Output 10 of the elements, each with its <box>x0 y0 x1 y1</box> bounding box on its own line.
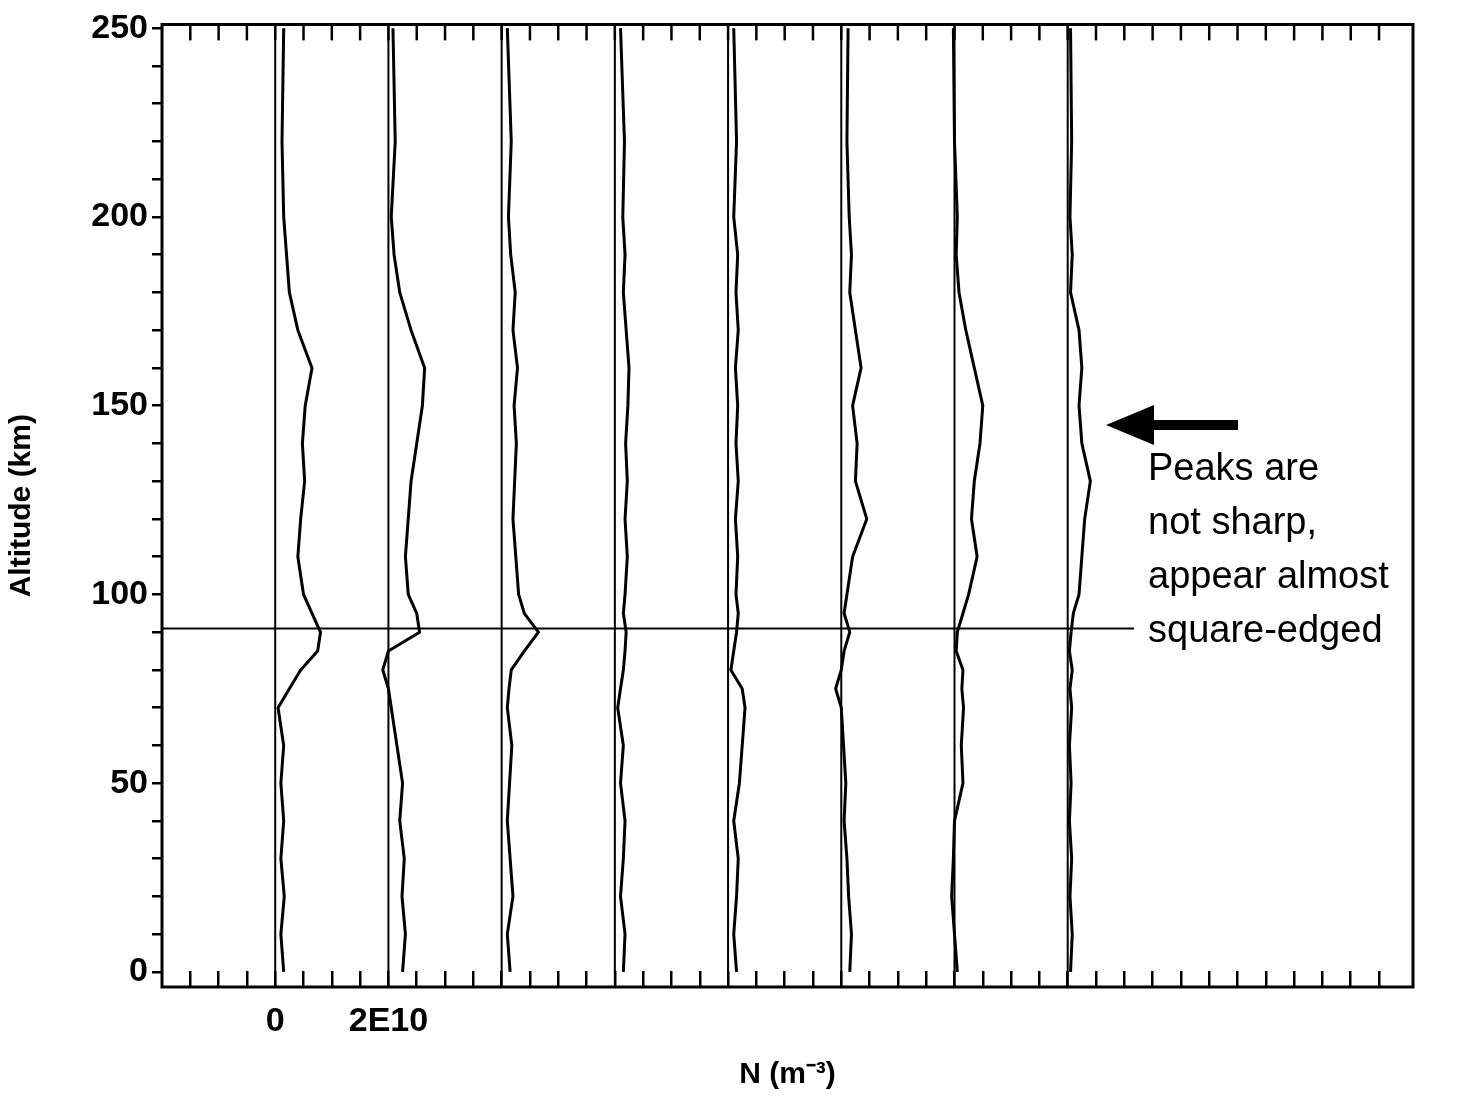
y-tick-label: 250 <box>91 6 148 45</box>
y-tick-label: 200 <box>91 195 148 234</box>
y-tick-label: 0 <box>129 950 148 989</box>
y-tick-label: 150 <box>91 384 148 423</box>
y-axis-title: Altitude (km) <box>3 414 37 598</box>
x-tick-label: 2E10 <box>348 999 429 1038</box>
annotation: Peaks are not sharp, appear almost square-edged <box>1148 445 1389 652</box>
y-tick-label: 100 <box>91 572 148 611</box>
y-tick-label: 50 <box>110 761 148 800</box>
x-axis-title: N (m⁻³) <box>739 1056 836 1090</box>
